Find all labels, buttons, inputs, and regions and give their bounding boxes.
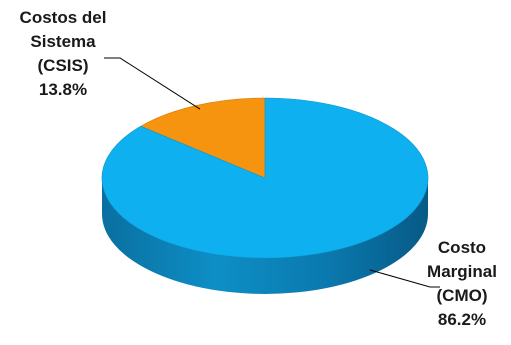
leader-line-cmo xyxy=(369,269,440,288)
label-line: Marginal xyxy=(427,262,497,281)
label-line: Sistema xyxy=(30,32,96,51)
label-line: Costo xyxy=(437,238,487,257)
label-line: (CMO) xyxy=(436,286,488,305)
leader-layer xyxy=(104,57,440,288)
percent-label: 86.2% xyxy=(437,310,487,329)
leader-line-csis xyxy=(104,57,201,110)
label-line: (CSIS) xyxy=(37,56,89,75)
pie-side-wall xyxy=(102,178,428,294)
label-line: Costos del xyxy=(19,8,107,27)
pie-slice-1 xyxy=(101,97,429,259)
data-label-csis: Costos del Sistema (CSIS) 13.8% xyxy=(0,6,126,102)
percent-label: 13.8% xyxy=(38,80,88,99)
data-label-cmo: Costo Marginal (CMO) 86.2% xyxy=(414,236,510,332)
pie-slice-0 xyxy=(140,97,266,179)
pie-layer xyxy=(101,97,429,294)
